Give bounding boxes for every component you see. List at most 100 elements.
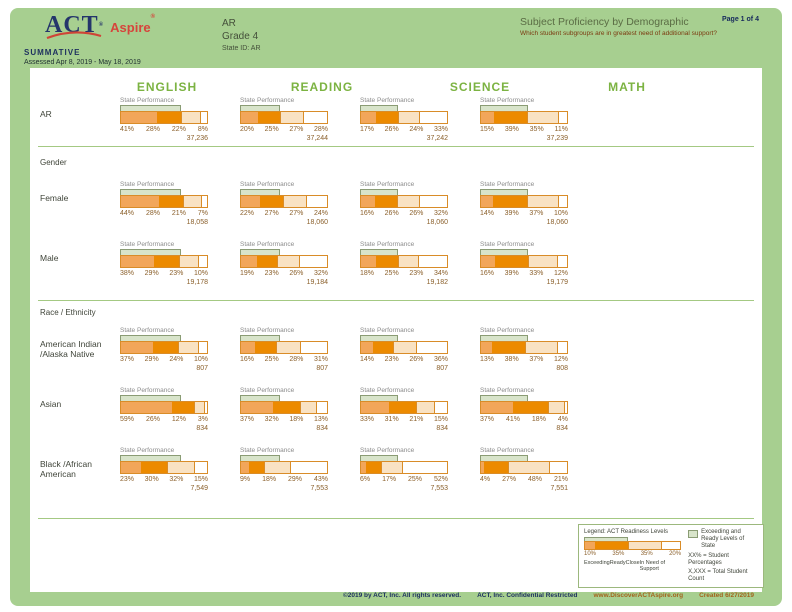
percent-row: 37% 32% 18% 13%	[240, 416, 328, 423]
bar-segment-exceeding	[481, 196, 494, 207]
percent-label: 28%	[289, 356, 304, 363]
proficiency-bar	[240, 255, 328, 268]
legend-sample-percent: 35%	[640, 551, 653, 557]
bar-segment-exceeding	[481, 402, 513, 413]
summative-label: SUMMATIVE	[24, 48, 81, 57]
percent-label: 6%	[360, 476, 371, 483]
report-card: Legend: ACT Readiness Levels 10% 35% 35% 20…	[30, 68, 764, 592]
student-count: 807	[196, 365, 208, 372]
percent-label: 18%	[360, 270, 375, 277]
proficiency-bar	[240, 461, 328, 474]
bar-segment-close	[277, 256, 300, 267]
bar-segment-exceeding	[241, 256, 258, 267]
percent-label: 37%	[240, 416, 255, 423]
student-count: 834	[436, 425, 448, 432]
student-count: 37,244	[306, 135, 328, 142]
bar-segment-in-need-of-support	[418, 112, 447, 123]
proficiency-bar	[480, 341, 568, 354]
percent-label: 15%	[480, 126, 495, 133]
proficiency-bar	[360, 111, 448, 124]
state-performance-label: State Performance	[360, 181, 415, 188]
page-sheet: ACT® Aspire® SUMMATIVE Assessed Apr 8, 20…	[10, 8, 782, 606]
percent-label: 14%	[360, 356, 375, 363]
bar-segment-ready	[153, 256, 179, 267]
bar-segment-exceeding	[481, 462, 485, 473]
percent-label: 16%	[360, 210, 375, 217]
percent-label: 24%	[169, 356, 184, 363]
state-benchmark-band	[120, 189, 181, 195]
page-number: Page 1 of 4	[722, 16, 759, 23]
bar-segment-close	[397, 256, 418, 267]
bar-segment-ready	[493, 112, 528, 123]
bar-segment-exceeding	[121, 462, 141, 473]
subject-cell: State Performance 14% 39% 37% 10% 18,060	[480, 180, 568, 226]
state-performance-label: State Performance	[360, 447, 415, 454]
percent-row: 4% 27% 48% 21%	[480, 476, 568, 483]
bar-segment-in-need-of-support	[557, 112, 567, 123]
bar-segment-exceeding	[481, 256, 495, 267]
footer-created: Created 6/27/2019	[699, 592, 754, 599]
percent-label: 4%	[557, 416, 568, 423]
percent-row: 38% 29% 23% 10%	[120, 270, 208, 277]
column-header-english: ENGLISH	[136, 80, 198, 94]
percent-label: 44%	[120, 210, 135, 217]
act-aspire-logo: ACT® Aspire®	[45, 13, 155, 39]
row-label-line: Black /African	[40, 459, 92, 469]
percent-label: 25%	[264, 356, 279, 363]
state-benchmark-band	[120, 105, 181, 111]
state-benchmark-band	[480, 249, 528, 255]
row-label-line: Male	[40, 253, 59, 263]
bar-segment-in-need-of-support	[556, 342, 567, 353]
bar-segment-ready	[171, 402, 195, 413]
state-performance-label: State Performance	[480, 241, 535, 248]
legend-level-label: In Need of Support	[639, 560, 666, 572]
state-benchmark-band	[480, 189, 528, 195]
bar-segment-close	[178, 256, 199, 267]
bar-segment-in-need-of-support	[315, 402, 327, 413]
percent-label: 41%	[505, 416, 520, 423]
row-label-line: Female	[40, 193, 69, 203]
student-count: 807	[316, 365, 328, 372]
grade-label: Grade 4	[222, 31, 259, 42]
bar-segment-exceeding	[121, 112, 157, 123]
legend-note-count: X,XXX = Total Student Count	[688, 569, 748, 582]
proficiency-bar	[240, 341, 328, 354]
percent-label: 28%	[313, 126, 328, 133]
percent-label: 25%	[264, 126, 279, 133]
state-benchmark-band	[360, 189, 398, 195]
bar-segment-in-need-of-support	[204, 402, 207, 413]
state-performance-label: State Performance	[360, 241, 415, 248]
subject-cells: State Performance 41% 28% 22% 8% 37,236 State …	[120, 96, 568, 142]
percent-row: 6% 17% 25% 52%	[360, 476, 448, 483]
state-band-swatch-icon	[688, 530, 699, 538]
percent-label: 32%	[313, 270, 328, 277]
percent-label: 29%	[144, 356, 159, 363]
demographic-row: Male State Performance 38% 29% 23% 10% 19,178 S…	[40, 240, 568, 286]
legend-state-band-note: Exceeding and Ready Levels of State	[688, 529, 758, 550]
subject-cell: State Performance 33% 31% 21% 15% 834	[360, 386, 448, 432]
section-label: Race / Ethnicity	[40, 308, 96, 317]
bar-segment-exceeding	[121, 342, 153, 353]
subject-cell: State Performance 14% 23% 26% 36% 807	[360, 326, 448, 372]
subject-cell: State Performance 19% 23% 26% 32% 19,184	[240, 240, 328, 286]
section-divider	[38, 300, 754, 301]
bar-segment-ready	[389, 402, 417, 413]
bar-segment-exceeding	[121, 402, 172, 413]
bar-segment-ready	[248, 462, 265, 473]
percent-label: 32%	[433, 210, 448, 217]
state-benchmark-band	[120, 455, 181, 461]
bar-segment-exceeding	[241, 196, 260, 207]
student-count: 18,060	[426, 219, 448, 226]
percent-row: 22% 27% 27% 24%	[240, 210, 328, 217]
percent-label: 25%	[384, 270, 399, 277]
state-performance-label: State Performance	[120, 327, 175, 334]
title-block: Subject Proficiency by Demographic Which…	[520, 16, 730, 38]
legend-sample: Legend: ACT Readiness Levels 10% 35% 35% 20…	[584, 529, 682, 583]
percent-label: 37%	[120, 356, 135, 363]
bar-segment-exceeding	[121, 256, 154, 267]
proficiency-bar	[360, 341, 448, 354]
subject-cell: State Performance 37% 41% 18% 4% 834	[480, 386, 568, 432]
bar-segment-ready	[254, 342, 277, 353]
subject-cells: State Performance 44% 28% 21% 7% 18,058 State …	[120, 180, 568, 226]
legend-sample-bar	[584, 541, 682, 550]
